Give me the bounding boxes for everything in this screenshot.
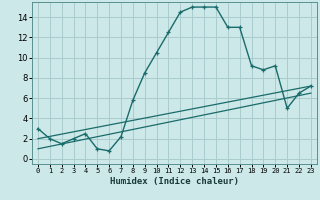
- X-axis label: Humidex (Indice chaleur): Humidex (Indice chaleur): [110, 177, 239, 186]
